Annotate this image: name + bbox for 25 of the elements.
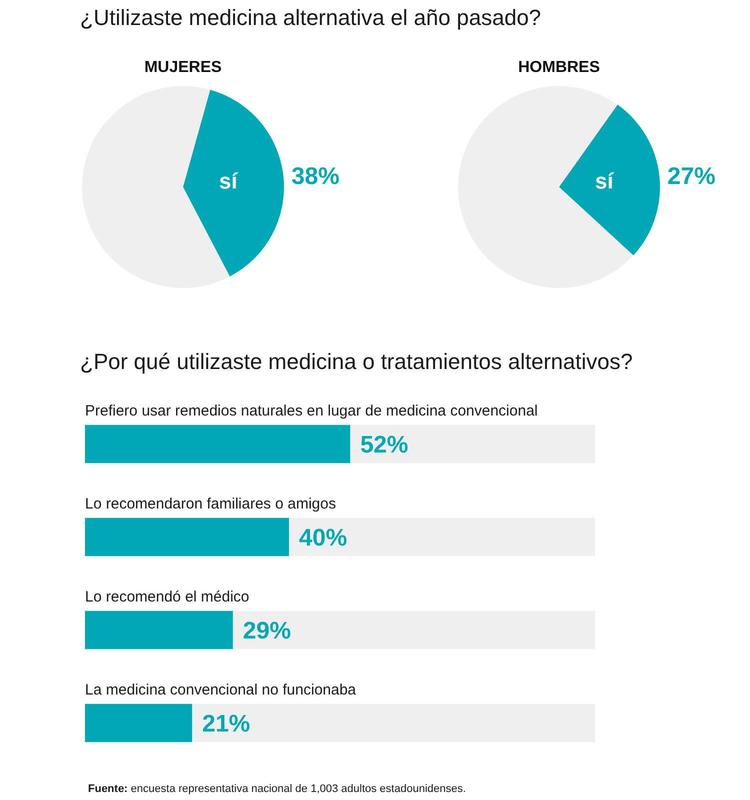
data-label: 52% [360, 432, 408, 459]
chart-title: ¿Utilizaste medicina alternativa el año pasado? [80, 4, 542, 32]
bar [289, 518, 595, 556]
data-label: 38% [291, 163, 340, 190]
slice-label: sí [219, 168, 238, 194]
bar [85, 424, 350, 464]
data-label: 21% [202, 710, 250, 738]
data-label: 27% [667, 163, 716, 190]
bar [192, 704, 595, 742]
data-label: 40% [299, 524, 348, 552]
source-note: Fuente: encuesta representativa nacional de 1,003 adultos estadounidenses. [88, 782, 466, 796]
y-tick-label: La medicina convencional no funcionaba [85, 682, 357, 699]
chart-title: ¿Por qué utilizaste medicina o tratamientos alternativos? [80, 348, 633, 376]
bar [85, 518, 289, 556]
chart-subtitle: MUJERES [143, 58, 223, 78]
data-label: 29% [242, 618, 291, 645]
bar [350, 424, 595, 464]
y-tick-label: Lo recomendaron familiares o amigos [85, 496, 336, 513]
bar [232, 610, 595, 650]
y-tick-label: Lo recomendó el médico [85, 588, 250, 606]
bar [85, 610, 233, 650]
chart-subtitle: HOMBRES [517, 58, 601, 78]
bar [85, 704, 192, 742]
slice-label: sí [595, 168, 614, 194]
y-tick-label: Prefiero usar remedios naturales en lugar de medicina convencional [85, 402, 538, 420]
